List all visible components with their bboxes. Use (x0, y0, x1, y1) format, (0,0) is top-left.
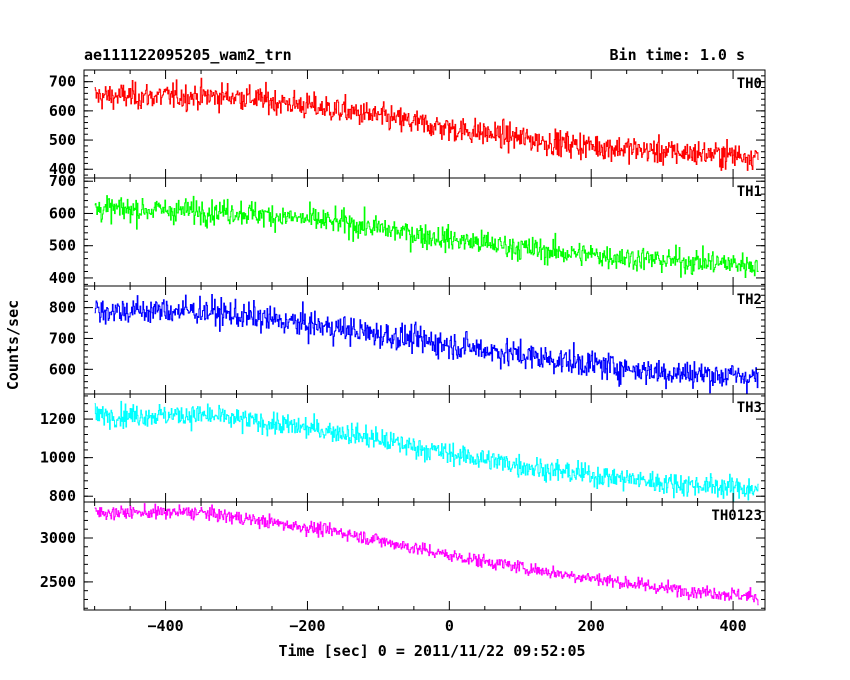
panel-frame (83, 501, 766, 611)
panel-th0123: 2500 3000 TH0123 (40, 501, 766, 611)
x-tick-label: 0 (445, 617, 454, 635)
panel-th2: 600 700 800 TH2 (49, 285, 766, 395)
y-tick-label: 500 (49, 131, 76, 149)
x-axis-label: Time [sec] 0 = 2011/11/22 09:52:05 (278, 642, 585, 660)
y-tick-label: 1000 (40, 449, 76, 467)
panel-label: TH2 (737, 292, 762, 308)
y-tick-label: 500 (49, 237, 76, 255)
series-line-th0 (94, 77, 759, 171)
y-tick-label: 1200 (40, 410, 76, 428)
y-tick-label: 2500 (40, 573, 76, 591)
chart-title: ae111122095205_wam2_trn (84, 46, 292, 64)
series-line-th0123 (94, 503, 759, 606)
series-line-th3 (94, 400, 759, 502)
y-tick-label: 600 (49, 102, 76, 120)
series-line-th1 (94, 195, 759, 279)
y-tick-label: 400 (49, 269, 76, 287)
panel-th1: 400 500 600 700 TH1 (49, 172, 766, 287)
series-line-th2 (94, 294, 759, 394)
y-tick-label: 700 (49, 172, 76, 190)
panel-frame (83, 177, 766, 287)
y-tick-label: 800 (49, 299, 76, 317)
y-tick-label: 800 (49, 487, 76, 505)
y-tick-label: 3000 (40, 529, 76, 547)
x-tick-label: 400 (720, 617, 747, 635)
panels-group: 400 500 600 700 TH0 400 500 600 700 TH1 600 700 800 T… (40, 69, 766, 635)
y-tick-label: 700 (49, 73, 76, 91)
panel-label: TH0123 (711, 508, 762, 524)
x-tick-label: −200 (289, 617, 325, 635)
x-tick-label: 200 (578, 617, 605, 635)
y-axis-label: Counts/sec (4, 300, 22, 390)
y-tick-label: 400 (49, 160, 76, 178)
panel-label: TH0 (737, 76, 762, 92)
y-tick-label: 700 (49, 329, 76, 347)
panel-label: TH1 (737, 184, 762, 200)
x-tick-label: −400 (148, 617, 184, 635)
y-tick-label: 600 (49, 360, 76, 378)
panel-label: TH3 (737, 400, 762, 416)
panel-th0: 400 500 600 700 TH0 (49, 69, 766, 179)
panel-th3: 800 1000 1200 TH3 (40, 393, 766, 505)
bin-time-label: Bin time: 1.0 s (610, 46, 745, 64)
y-tick-label: 600 (49, 204, 76, 222)
